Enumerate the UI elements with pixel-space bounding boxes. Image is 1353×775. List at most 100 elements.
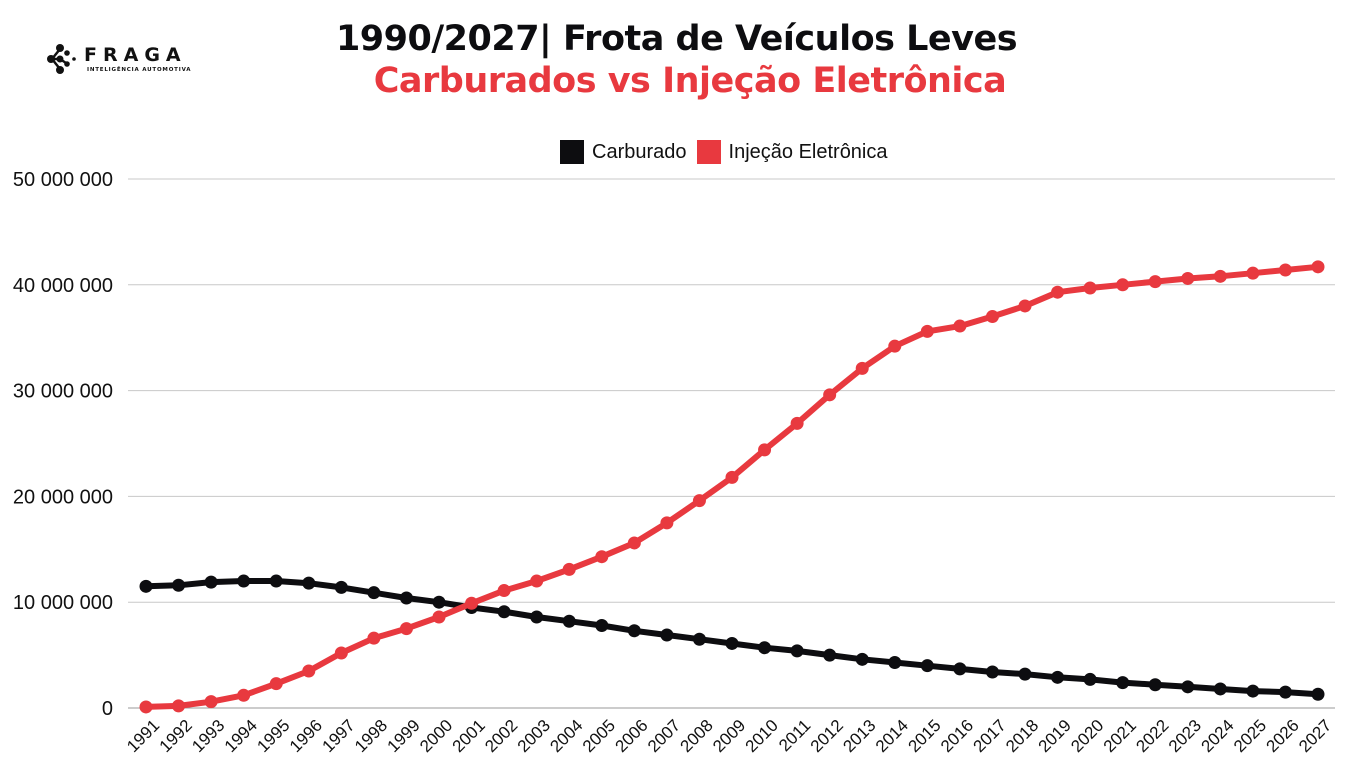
y-tick-label: 10 000 000 [13, 592, 113, 614]
data-point-carburado [1181, 680, 1195, 694]
data-point-carburado [1311, 687, 1325, 701]
data-point-carburado [562, 614, 576, 628]
data-point-carburado [985, 665, 999, 679]
x-tick-label: 2027 [1295, 716, 1335, 756]
data-point-injecao [953, 319, 967, 333]
y-tick-label: 40 000 000 [13, 275, 113, 297]
x-tick-label: 2026 [1263, 716, 1303, 756]
data-point-carburado [823, 648, 837, 662]
data-point-carburado [334, 580, 348, 594]
y-tick-label: 20 000 000 [13, 486, 113, 508]
data-point-carburado [953, 662, 967, 676]
chart-title: 1990/2027| Frota de Veículos Leves [335, 19, 1018, 59]
data-point-injecao [172, 699, 186, 713]
data-point-carburado [888, 656, 902, 670]
x-tick-label: 1993 [188, 716, 228, 756]
legend-label-injecao: Injeção Eletrônica [728, 140, 888, 163]
x-tick-label: 1999 [384, 716, 424, 756]
data-point-injecao [855, 361, 869, 375]
x-tick-label: 1994 [221, 716, 261, 756]
chart-subtitle: Carburados vs Injeção Eletrônica [373, 61, 1007, 101]
x-tick-label: 2001 [449, 716, 489, 756]
data-point-injecao [1181, 271, 1195, 285]
data-point-injecao [334, 646, 348, 660]
x-tick-label: 2014 [872, 716, 912, 756]
data-point-carburado [595, 618, 609, 632]
x-tick-label: 2013 [839, 716, 879, 756]
x-tick-label: 2015 [904, 716, 944, 756]
y-tick-label: 30 000 000 [13, 381, 113, 403]
data-point-injecao [139, 700, 153, 714]
legend-swatch-injecao [696, 140, 721, 164]
x-tick-label: 1998 [351, 716, 391, 756]
x-tick-label: 1995 [253, 716, 293, 756]
data-point-injecao [1083, 281, 1097, 295]
data-point-carburado [530, 610, 544, 624]
data-point-injecao [1213, 269, 1227, 283]
data-point-carburado [1148, 678, 1162, 692]
data-point-injecao [1116, 278, 1130, 292]
x-tick-label: 2004 [546, 716, 586, 756]
data-point-carburado [237, 574, 251, 588]
data-point-carburado [302, 576, 316, 590]
y-tick-label: 0 [102, 698, 113, 720]
data-point-carburado [1116, 676, 1130, 690]
logo-name: FRAGA [84, 44, 187, 66]
x-tick-label: 2011 [775, 716, 814, 755]
data-point-carburado [367, 586, 381, 600]
data-point-carburado [1246, 684, 1260, 698]
x-tick-label: 2008 [677, 716, 717, 756]
legend-item-injecao[interactable]: Injeção Eletrônica [696, 140, 888, 164]
data-point-injecao [302, 664, 316, 678]
x-tick-label: 2020 [1067, 716, 1107, 756]
x-tick-label: 1997 [318, 716, 358, 756]
data-point-injecao [465, 596, 479, 610]
legend-item-carburado[interactable]: Carburado [560, 140, 687, 164]
x-tick-label: 2019 [1035, 716, 1075, 756]
x-tick-label: 2010 [742, 716, 782, 756]
x-tick-label: 2024 [1197, 716, 1237, 756]
data-point-injecao [790, 416, 804, 430]
x-tick-label: 2002 [481, 716, 521, 756]
molecule-logo-icon [47, 44, 76, 74]
x-tick-label: 2017 [970, 716, 1010, 756]
data-point-carburado [139, 579, 153, 593]
x-tick-label: 2025 [1230, 716, 1270, 756]
x-tick-label: 2018 [1002, 716, 1042, 756]
data-point-injecao [627, 536, 641, 550]
x-tick-label: 2023 [1165, 716, 1205, 756]
data-point-carburado [855, 652, 869, 666]
data-point-carburado [204, 575, 218, 589]
data-point-injecao [823, 388, 837, 402]
data-point-injecao [1246, 266, 1260, 280]
data-point-carburado [1051, 670, 1065, 684]
data-point-carburado [1278, 685, 1292, 699]
x-tick-label: 2016 [937, 716, 977, 756]
data-point-carburado [790, 644, 804, 658]
data-point-injecao [367, 631, 381, 645]
data-point-carburado [627, 624, 641, 638]
data-point-injecao [562, 562, 576, 576]
data-point-carburado [432, 595, 446, 609]
x-tick-label: 2005 [579, 716, 619, 756]
brand-logo: FRAGA INTELIGÊNCIA AUTOMOTIVA [46, 42, 196, 78]
data-point-carburado [660, 628, 674, 642]
data-point-injecao [758, 443, 772, 457]
data-point-injecao [985, 310, 999, 324]
x-tick-label: 2007 [644, 716, 684, 756]
data-point-injecao [269, 677, 283, 691]
x-tick-label: 1996 [286, 716, 326, 756]
data-point-carburado [1213, 682, 1227, 696]
data-point-carburado [692, 632, 706, 646]
y-tick-label: 50 000 000 [13, 169, 113, 191]
data-point-injecao [920, 324, 934, 338]
data-point-injecao [1051, 285, 1065, 299]
data-point-carburado [725, 636, 739, 650]
legend-swatch-carburado [560, 140, 584, 164]
data-point-injecao [432, 610, 446, 624]
x-tick-label: 2003 [514, 716, 554, 756]
x-tick-label: 2006 [611, 716, 651, 756]
x-tick-label: 1991 [123, 716, 163, 756]
data-point-injecao [1018, 299, 1032, 313]
